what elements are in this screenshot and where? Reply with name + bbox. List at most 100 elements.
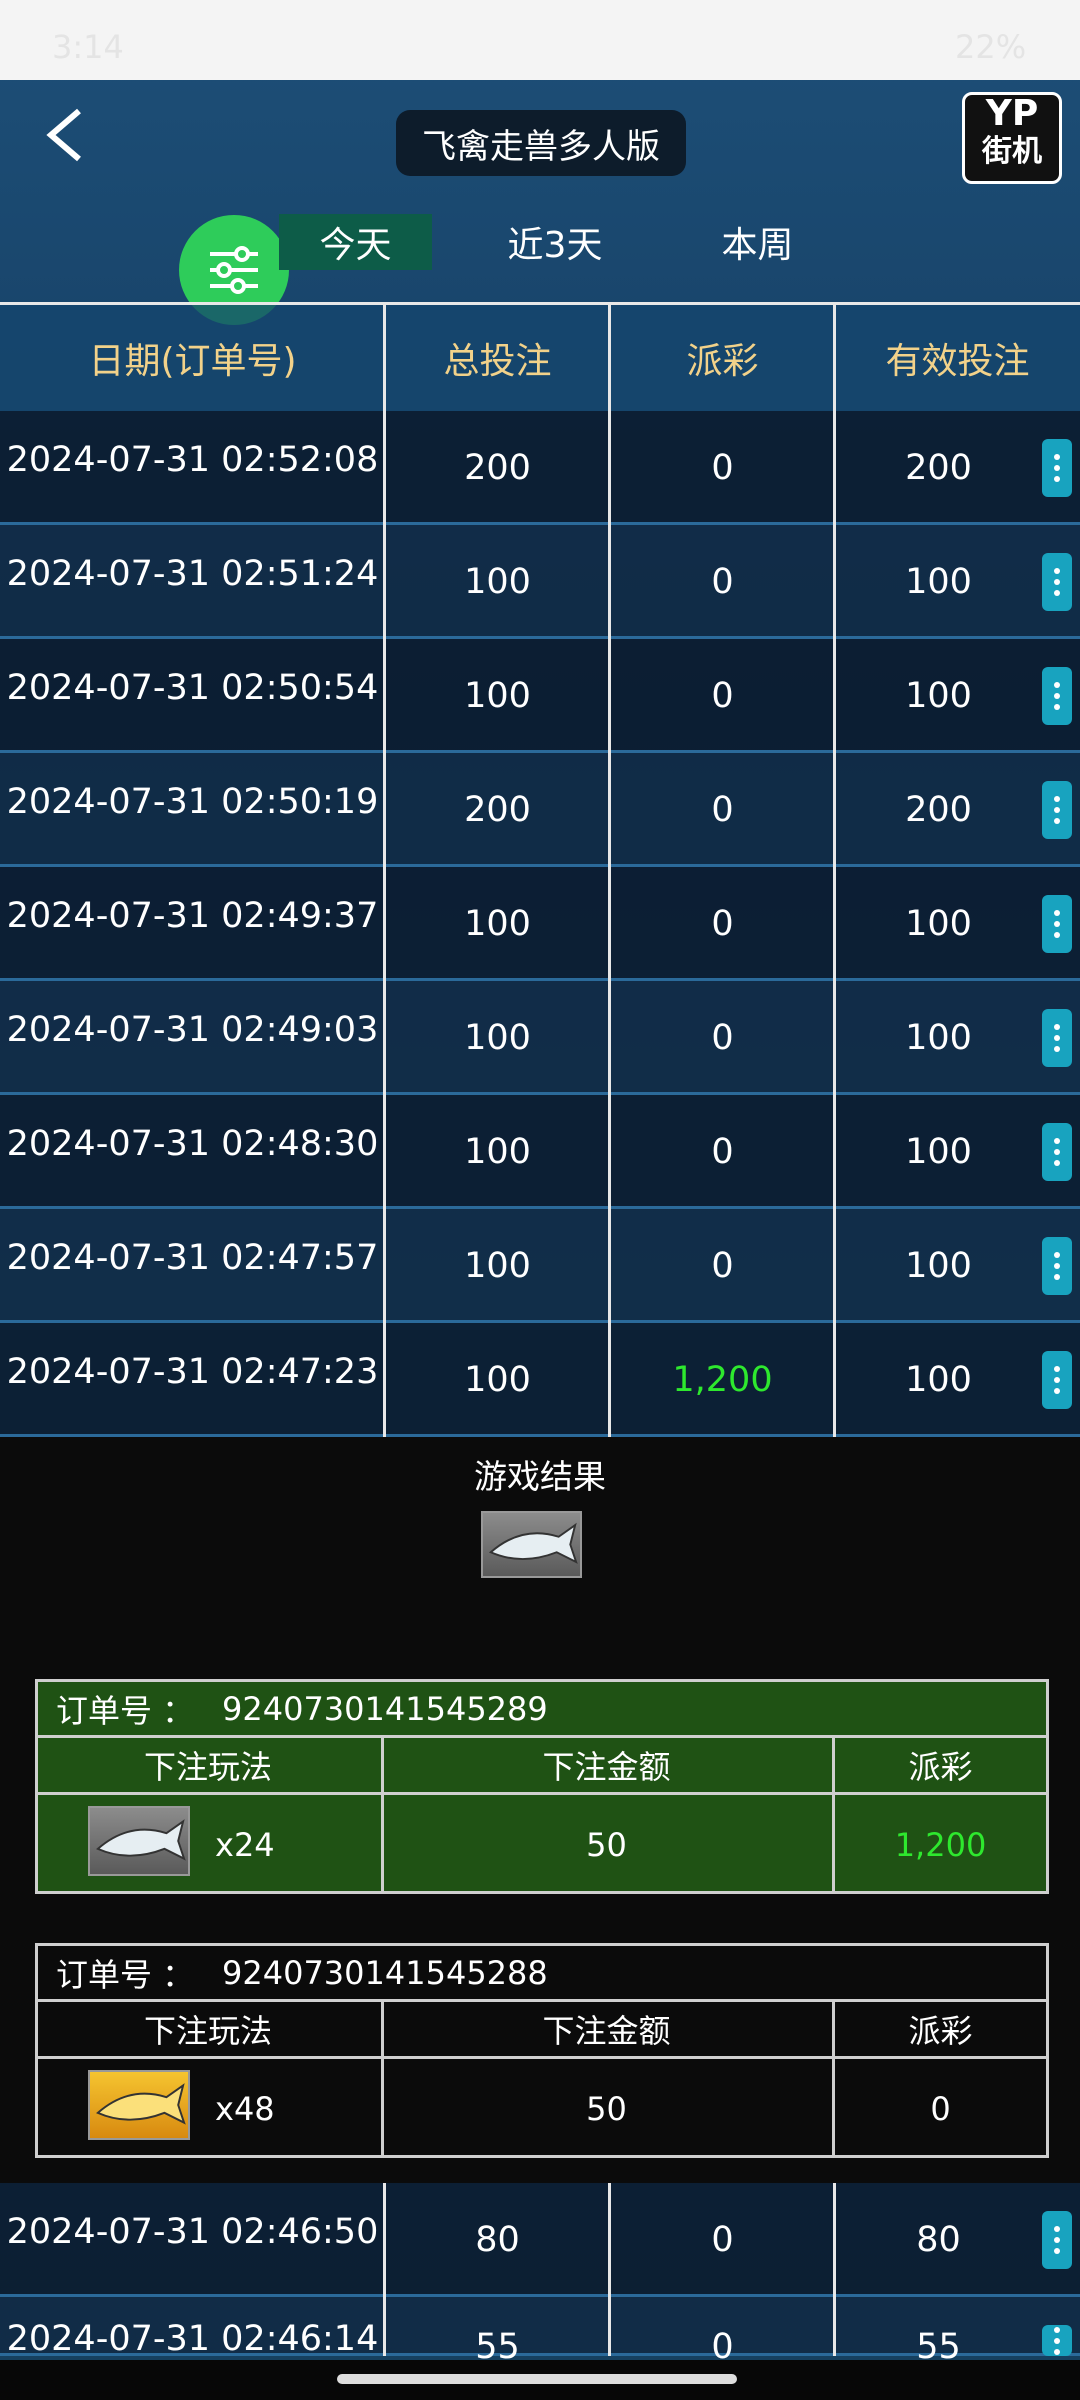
table-row (0, 753, 1080, 867)
menu-dot (1054, 1138, 1060, 1144)
row-menu-button[interactable] (1042, 1123, 1072, 1181)
status-time: 3:14 (52, 28, 124, 66)
detail-column-header: 下注金额 (542, 2012, 671, 2050)
cell-date: 2024-07-31 02:50:54 (6, 668, 379, 708)
column-header: 派彩 (686, 341, 759, 382)
menu-dot (1054, 454, 1060, 460)
table-header (0, 302, 1080, 414)
tab[interactable]: 近3天 (507, 225, 603, 266)
cell-number: 100 (464, 1018, 531, 1058)
column-divider (608, 2183, 611, 2356)
column-divider (383, 302, 386, 1437)
row-menu-button[interactable] (1042, 895, 1072, 953)
detail-column-header: 下注玩法 (143, 1748, 272, 1786)
cell-number: 0 (711, 448, 734, 488)
column-header: 总投注 (443, 341, 552, 382)
cell-number: 55 (916, 2327, 961, 2364)
fish-icon (481, 1511, 582, 1578)
row-menu-button[interactable] (1042, 1009, 1072, 1067)
cell-number: 200 (905, 448, 972, 488)
cell-date: 2024-07-31 02:50:19 (6, 782, 379, 822)
tab[interactable]: 今天 (279, 214, 432, 270)
column-divider (383, 2183, 386, 2356)
cell-number: 100 (905, 562, 972, 602)
cell-number: 200 (464, 448, 531, 488)
status-bar: 3:14 22% (0, 0, 1080, 80)
divider (381, 1999, 384, 2158)
menu-dot (1054, 1252, 1060, 1258)
order-number: 9240730141545289 (222, 1690, 548, 1728)
detail-column-header: 派彩 (908, 1748, 973, 1786)
tab[interactable]: 本周 (721, 225, 794, 266)
row-menu-button[interactable] (1042, 1351, 1072, 1409)
cell-number: 100 (464, 562, 531, 602)
menu-dot (1054, 921, 1060, 927)
divider (35, 1999, 1049, 2002)
menu-dot (1054, 568, 1060, 574)
menu-dot (1054, 693, 1060, 699)
cell-number: 0 (711, 2327, 734, 2364)
divider (35, 1735, 1049, 1738)
cell-number: 200 (464, 790, 531, 830)
multiplier: x24 (215, 1825, 275, 1864)
row-menu-button[interactable] (1042, 667, 1072, 725)
column-divider (833, 2183, 836, 2356)
column-divider (833, 302, 836, 1437)
fish-shape (96, 2083, 186, 2125)
row-menu-button[interactable] (1042, 2325, 1072, 2356)
divider (381, 1735, 384, 1894)
menu-dot (1054, 465, 1060, 471)
home-indicator (337, 2374, 737, 2384)
cell-number: 0 (711, 790, 734, 830)
cell-date: 2024-07-31 02:46:50 (6, 2212, 379, 2252)
cell-number: 1,200 (672, 1360, 773, 1400)
menu-dot (1054, 579, 1060, 585)
menu-dot (1054, 704, 1060, 710)
order-label: 订单号 ： (56, 1956, 195, 1994)
column-header: 有效投注 (885, 341, 1030, 382)
cell-number: 80 (475, 2220, 520, 2260)
row-menu-button[interactable] (1042, 439, 1072, 497)
table-row (0, 1095, 1080, 1209)
menu-dot (1054, 1149, 1060, 1155)
cell-number: 0 (711, 676, 734, 716)
menu-dot (1054, 682, 1060, 688)
status-battery: 22% (955, 28, 1027, 66)
menu-dot (1054, 1377, 1060, 1383)
row-menu-button[interactable] (1042, 781, 1072, 839)
menu-dot (1054, 1024, 1060, 1030)
detail-title: 游戏结果 (474, 1457, 606, 1496)
column-divider (608, 302, 611, 1437)
cell-date: 2024-07-31 02:49:03 (6, 1010, 379, 1050)
menu-dot (1054, 2237, 1060, 2243)
logo-bottom: 街机 (982, 134, 1042, 169)
cell-number: 100 (905, 904, 972, 944)
bet-amount: 50 (586, 1825, 627, 1864)
detail-column-header: 下注玩法 (143, 2012, 272, 2050)
cell-date: 2024-07-31 02:49:37 (6, 896, 379, 936)
table-row (0, 2297, 1080, 2356)
menu-dot (1054, 932, 1060, 938)
row-menu-button[interactable] (1042, 553, 1072, 611)
cell-number: 80 (916, 2220, 961, 2260)
cell-date: 2024-07-31 02:47:23 (6, 1352, 379, 1392)
cell-number: 100 (464, 1360, 531, 1400)
cell-number: 100 (905, 1018, 972, 1058)
cell-number: 0 (711, 904, 734, 944)
bet-amount: 50 (586, 2089, 627, 2128)
row-menu-button[interactable] (1042, 1237, 1072, 1295)
table-row (0, 639, 1080, 753)
menu-dot (1054, 818, 1060, 824)
row-menu-button[interactable] (1042, 2211, 1072, 2269)
back-button[interactable] (30, 100, 100, 170)
table-row (0, 2183, 1080, 2297)
cell-number: 0 (711, 1246, 734, 1286)
multiplier: x48 (215, 2089, 275, 2128)
cell-number: 0 (711, 1018, 734, 1058)
cell-date: 2024-07-31 02:48:30 (6, 1124, 379, 1164)
cell-number: 100 (464, 1246, 531, 1286)
table-row (0, 1209, 1080, 1323)
logo: YP 街机 (962, 92, 1062, 184)
menu-dot (1054, 2337, 1060, 2344)
